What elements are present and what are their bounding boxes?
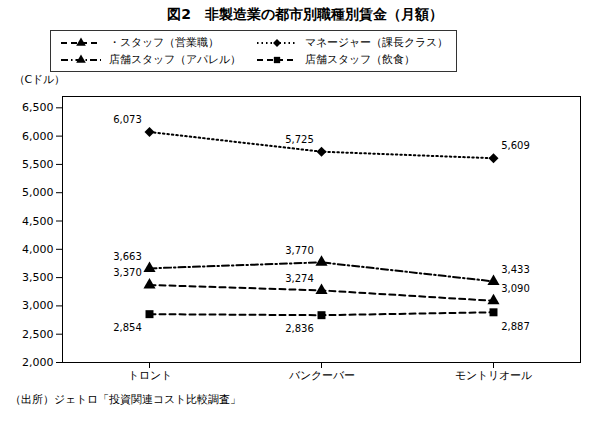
html-text:店舗スタッフ（飲食）: 店舗スタッフ（飲食）: [305, 53, 415, 66]
svg-text:3,274: 3,274: [285, 273, 314, 284]
svg-text:トロント: トロント: [128, 369, 172, 382]
svg-text:3,090: 3,090: [501, 283, 530, 294]
svg-text:3,500: 3,500: [22, 271, 54, 284]
svg-text:モントリオール: モントリオール: [455, 369, 532, 382]
svg-text:3,000: 3,000: [22, 299, 54, 312]
svg-text:3,370: 3,370: [113, 267, 142, 278]
html-text:（出所）ジェトロ「投資関連コスト比較調査」: （出所）ジェトロ「投資関連コスト比較調査」: [10, 393, 241, 406]
svg-text:6,000: 6,000: [22, 130, 54, 143]
svg-text:3,663: 3,663: [113, 251, 142, 262]
svg-text:2,887: 2,887: [501, 320, 530, 331]
svg-text:2,854: 2,854: [113, 322, 142, 333]
svg-text:3,433: 3,433: [501, 264, 530, 275]
html-text:・スタッフ（営業職）: ・スタッフ（営業職）: [109, 36, 219, 49]
svg-text:4,000: 4,000: [22, 243, 54, 256]
svg-text:6,500: 6,500: [22, 101, 54, 114]
svg-text:2,836: 2,836: [285, 323, 314, 334]
svg-text:5,609: 5,609: [501, 140, 530, 151]
svg-text:2,000: 2,000: [22, 356, 54, 369]
svg-text:6,073: 6,073: [113, 114, 142, 125]
svg-text:5,000: 5,000: [22, 186, 54, 199]
svg-text:バンクーバー: バンクーバー: [288, 369, 355, 382]
svg-text:5,500: 5,500: [22, 158, 54, 171]
html-text:マネージャー（課長クラス）: マネージャー（課長クラス）: [305, 36, 448, 49]
svg-text:2,500: 2,500: [22, 328, 54, 341]
svg-text:3,770: 3,770: [285, 245, 314, 256]
html-text:図2 非製造業の都市別職種別賃金（月額）: 図2 非製造業の都市別職種別賃金（月額）: [167, 6, 443, 22]
svg-text:4,500: 4,500: [22, 215, 54, 228]
html-text:店舗スタッフ（アパレル）: 店舗スタッフ（アパレル）: [109, 53, 241, 66]
svg-text:5,725: 5,725: [285, 134, 314, 145]
svg-text:（Cドル）: （Cドル）: [14, 73, 66, 86]
